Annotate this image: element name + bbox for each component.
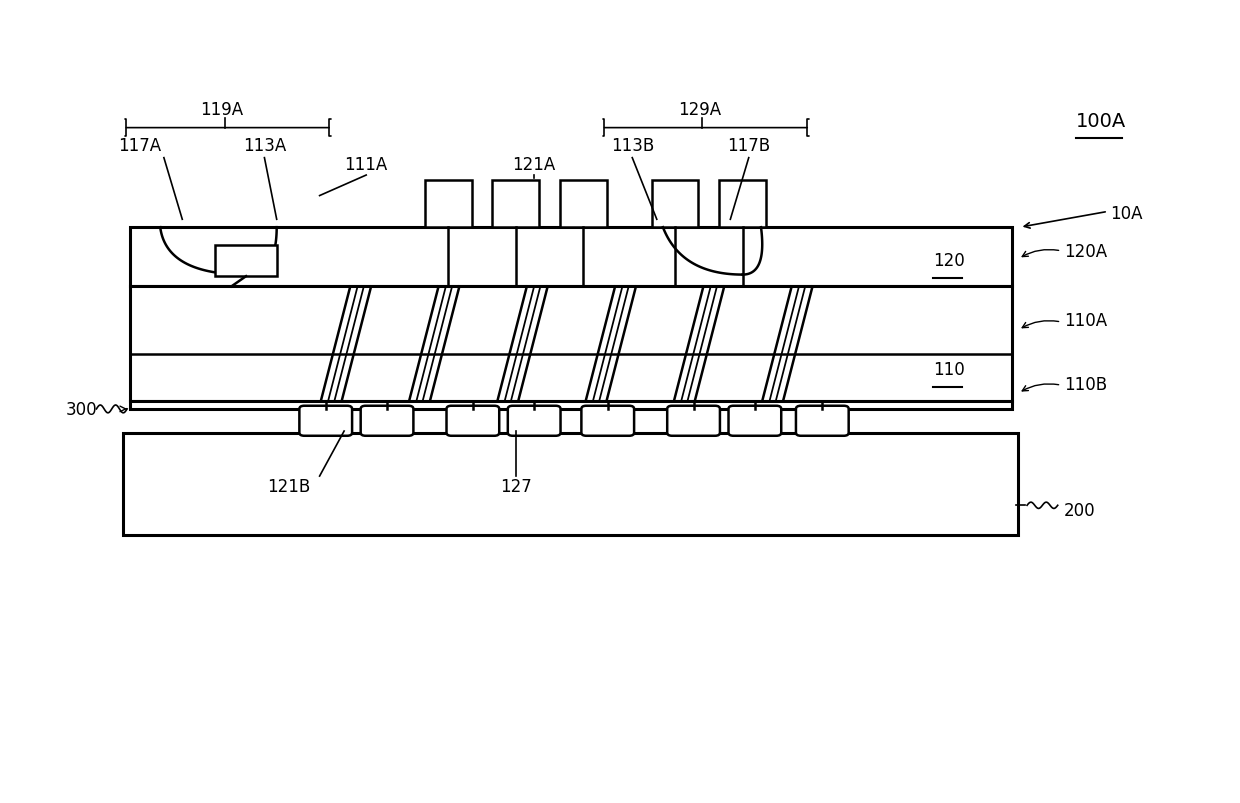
Text: 113B: 113B (610, 137, 653, 155)
Bar (129, 228, 1012, 287)
Text: 110B: 110B (1064, 375, 1107, 393)
Bar (129, 287, 1012, 402)
FancyBboxPatch shape (361, 406, 413, 436)
Text: 117A: 117A (118, 137, 161, 155)
Bar (124, 433, 1018, 536)
FancyBboxPatch shape (582, 406, 634, 436)
FancyBboxPatch shape (446, 406, 500, 436)
FancyBboxPatch shape (299, 406, 352, 436)
Text: 200: 200 (1064, 501, 1095, 520)
Text: 113A: 113A (243, 137, 286, 155)
Text: 119A: 119A (200, 100, 243, 119)
Text: 127: 127 (500, 478, 532, 495)
Bar (425, 181, 471, 228)
FancyBboxPatch shape (729, 406, 781, 436)
Bar (652, 181, 698, 228)
Text: 111A: 111A (345, 156, 388, 173)
Bar (492, 181, 539, 228)
Bar (216, 245, 277, 277)
Text: 100A: 100A (1076, 112, 1126, 131)
Text: 121B: 121B (268, 478, 310, 495)
Text: 110A: 110A (1064, 312, 1107, 329)
Bar (719, 181, 766, 228)
Text: 117B: 117B (727, 137, 770, 155)
Text: 10A: 10A (1111, 205, 1143, 222)
Bar (560, 181, 606, 228)
FancyBboxPatch shape (667, 406, 720, 436)
Text: 300: 300 (66, 401, 98, 418)
FancyBboxPatch shape (796, 406, 848, 436)
Text: 121A: 121A (512, 156, 556, 173)
Text: 120A: 120A (1064, 243, 1107, 260)
Bar (129, 402, 1012, 410)
FancyBboxPatch shape (508, 406, 560, 436)
Text: 129A: 129A (678, 100, 722, 119)
Text: 120: 120 (932, 252, 965, 270)
Text: 110: 110 (932, 361, 965, 379)
